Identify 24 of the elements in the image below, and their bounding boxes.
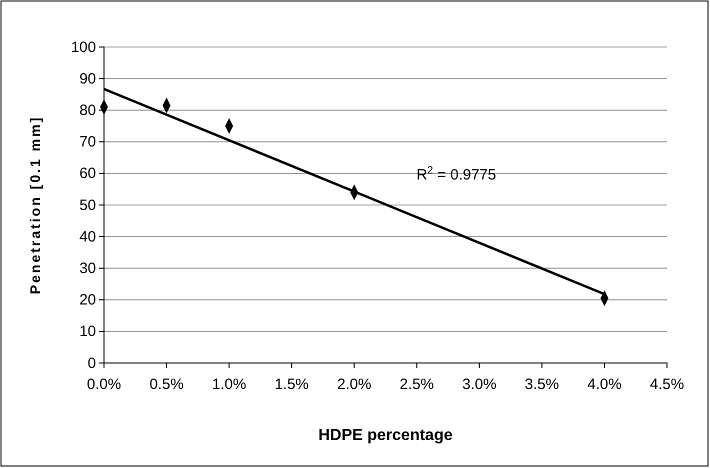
y-tick-label: 0 bbox=[88, 354, 96, 372]
y-tick-label: 90 bbox=[79, 70, 96, 88]
x-tick-label: 4.0% bbox=[587, 376, 622, 393]
x-tick-label: 4.5% bbox=[650, 376, 684, 393]
y-tick-label: 80 bbox=[79, 102, 96, 119]
x-tick-label: 1.5% bbox=[274, 376, 309, 393]
y-tick-label: 70 bbox=[79, 134, 96, 151]
y-tick-label: 30 bbox=[79, 260, 96, 277]
x-tick-label: 2.0% bbox=[337, 376, 372, 393]
x-axis-title: HDPE percentage bbox=[318, 427, 453, 444]
y-tick-label: 20 bbox=[79, 292, 96, 309]
x-tick-label: 1.0% bbox=[212, 376, 246, 393]
y-tick-label: 100 bbox=[70, 38, 96, 56]
y-tick-label: 10 bbox=[79, 323, 96, 340]
x-tick-label: 3.5% bbox=[524, 376, 559, 393]
y-tick-label: 40 bbox=[79, 228, 96, 246]
y-tick-label: 50 bbox=[79, 196, 96, 214]
x-tick-label: 0.0% bbox=[86, 376, 122, 393]
x-tick-label: 2.5% bbox=[400, 376, 434, 393]
x-tick-label: 3.0% bbox=[462, 376, 496, 393]
y-axis-title: Penetration [0.1 mm] bbox=[27, 116, 43, 294]
x-tick-label: 0.5% bbox=[149, 376, 184, 393]
y-tick-label: 60 bbox=[79, 165, 96, 182]
annotation: R$^{2}$ = 0.9775 bbox=[416, 164, 496, 184]
